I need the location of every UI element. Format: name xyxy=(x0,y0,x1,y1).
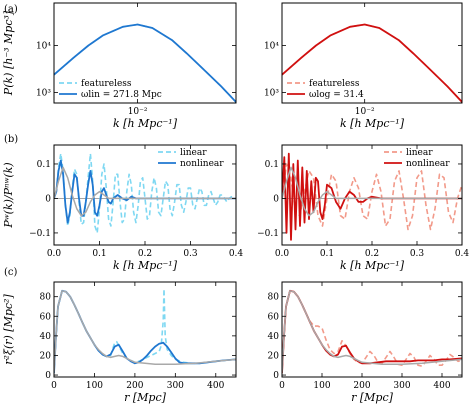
x-axis-label: k [h Mpc⁻¹] xyxy=(113,117,178,130)
x-tick-label: 0.0 xyxy=(275,249,290,259)
series-line-0 xyxy=(282,163,462,231)
x-tick-label: 400 xyxy=(207,381,224,391)
x-tick-label: 300 xyxy=(393,381,410,391)
y-tick-label: 10³ xyxy=(264,89,279,99)
y-tick-label: 60 xyxy=(268,312,280,322)
series-line-1 xyxy=(54,23,236,103)
y-tick-label: −0.1 xyxy=(257,229,279,239)
series-line-1 xyxy=(282,289,462,374)
panel-5: 0 100 200 300 400 0 20 40 60 80 r [Mpc] xyxy=(268,281,463,404)
x-tick-label: 0.4 xyxy=(455,249,470,259)
y-tick-label: 40 xyxy=(268,332,280,342)
legend-entry: ωlin = 271.8 Mpc xyxy=(81,90,162,100)
y-tick-label: 10³ xyxy=(36,89,51,99)
x-axis-label: k [h Mpc⁻¹] xyxy=(340,117,405,130)
legend-entry: linear xyxy=(180,148,207,158)
x-tick-label: 0.1 xyxy=(92,249,106,259)
y-tick-label: 20 xyxy=(40,351,52,361)
series-line-2 xyxy=(282,166,462,217)
series-line-1 xyxy=(282,23,462,103)
y-tick-label: 10⁴ xyxy=(36,41,51,51)
axes-frame xyxy=(281,281,463,378)
axes-frame xyxy=(281,2,463,104)
axes-frame xyxy=(53,281,237,378)
series-line-2 xyxy=(282,290,462,374)
x-axis-label: k [h Mpc⁻¹] xyxy=(113,259,178,272)
y-axis-label: r²ξ(r) [Mpc²] xyxy=(2,294,15,365)
x-axis-label: r [Mpc] xyxy=(351,391,394,404)
series-line-1 xyxy=(54,289,236,374)
panel-label: (c) xyxy=(4,267,18,278)
x-tick-label: 0.1 xyxy=(320,249,334,259)
x-tick-label: 0.3 xyxy=(183,249,198,259)
series-line-1 xyxy=(54,159,236,224)
x-tick-label: 300 xyxy=(167,381,184,391)
y-tick-label: 20 xyxy=(268,351,280,361)
legend-entry: nonlinear xyxy=(406,159,450,169)
y-tick-label: −0.1 xyxy=(29,229,51,239)
series-line-0 xyxy=(54,288,236,374)
series-line-2 xyxy=(54,290,236,374)
x-tick-label: 200 xyxy=(126,381,143,391)
x-tick-label: 0.4 xyxy=(229,249,244,259)
series-line-2 xyxy=(54,166,236,217)
legend-entry: featureless xyxy=(81,79,132,89)
legend-entry: featureless xyxy=(309,79,360,89)
y-tick-label: 40 xyxy=(40,332,52,342)
panel-label: (b) xyxy=(4,134,18,145)
y-axis-label: P(k) [h⁻³ Mpc³] xyxy=(2,10,15,96)
y-tick-label: 10⁴ xyxy=(264,41,279,51)
legend-entry: ωlog = 31.4 xyxy=(309,90,364,100)
x-tick-label: 0.2 xyxy=(138,249,152,259)
series-line-0 xyxy=(282,290,462,374)
x-tick-label: 200 xyxy=(353,381,370,391)
axes-frame xyxy=(53,2,237,104)
panel-3: 0.0 0.1 0.2 0.3 0.4 −0.1 0 0.1 k [h Mpc⁻¹] linear… xyxy=(257,144,470,272)
x-axis-label: r [Mpc] xyxy=(124,391,167,404)
x-tick-label: 0.2 xyxy=(365,249,379,259)
x-tick-label: 0 xyxy=(51,381,57,391)
y-tick-label: 0 xyxy=(45,194,51,204)
x-tick-label: 0 xyxy=(279,381,285,391)
panel-4: 0 100 200 300 400 0 20 40 60 80 r [Mpc] r²ξ(r) [Mpc… xyxy=(2,281,237,404)
x-tick-label: 10⁻² xyxy=(355,107,375,117)
legend-entry: linear xyxy=(406,148,433,158)
y-tick-label: 0 xyxy=(273,371,279,381)
panel-0: 10⁻² 10³ 10⁴ k [h Mpc⁻¹] P(k) [h⁻³ Mpc³] feat… xyxy=(2,2,237,130)
x-tick-label: 0.0 xyxy=(47,249,62,259)
panel-label: (a) xyxy=(4,4,18,15)
y-tick-label: 80 xyxy=(40,293,52,303)
y-tick-label: 0 xyxy=(273,194,279,204)
x-tick-label: 10⁻² xyxy=(128,107,148,117)
x-axis-label: k [h Mpc⁻¹] xyxy=(340,259,405,272)
legend-entry: nonlinear xyxy=(180,159,224,169)
y-tick-label: 60 xyxy=(40,312,52,322)
x-tick-label: 100 xyxy=(86,381,103,391)
y-axis-label: Pʷ(k)/Pⁿʷ(k) xyxy=(2,162,15,228)
y-tick-label: 0.1 xyxy=(37,160,51,170)
y-tick-label: 80 xyxy=(268,293,280,303)
panel-2: 0.0 0.1 0.2 0.3 0.4 −0.1 0 0.1 k [h Mpc⁻¹] Pʷ(k)/… xyxy=(2,144,244,272)
y-tick-label: 0 xyxy=(45,371,51,381)
x-tick-label: 400 xyxy=(433,381,450,391)
x-tick-label: 0.3 xyxy=(410,249,425,259)
y-tick-label: 0.1 xyxy=(265,160,279,170)
x-tick-label: 100 xyxy=(313,381,330,391)
